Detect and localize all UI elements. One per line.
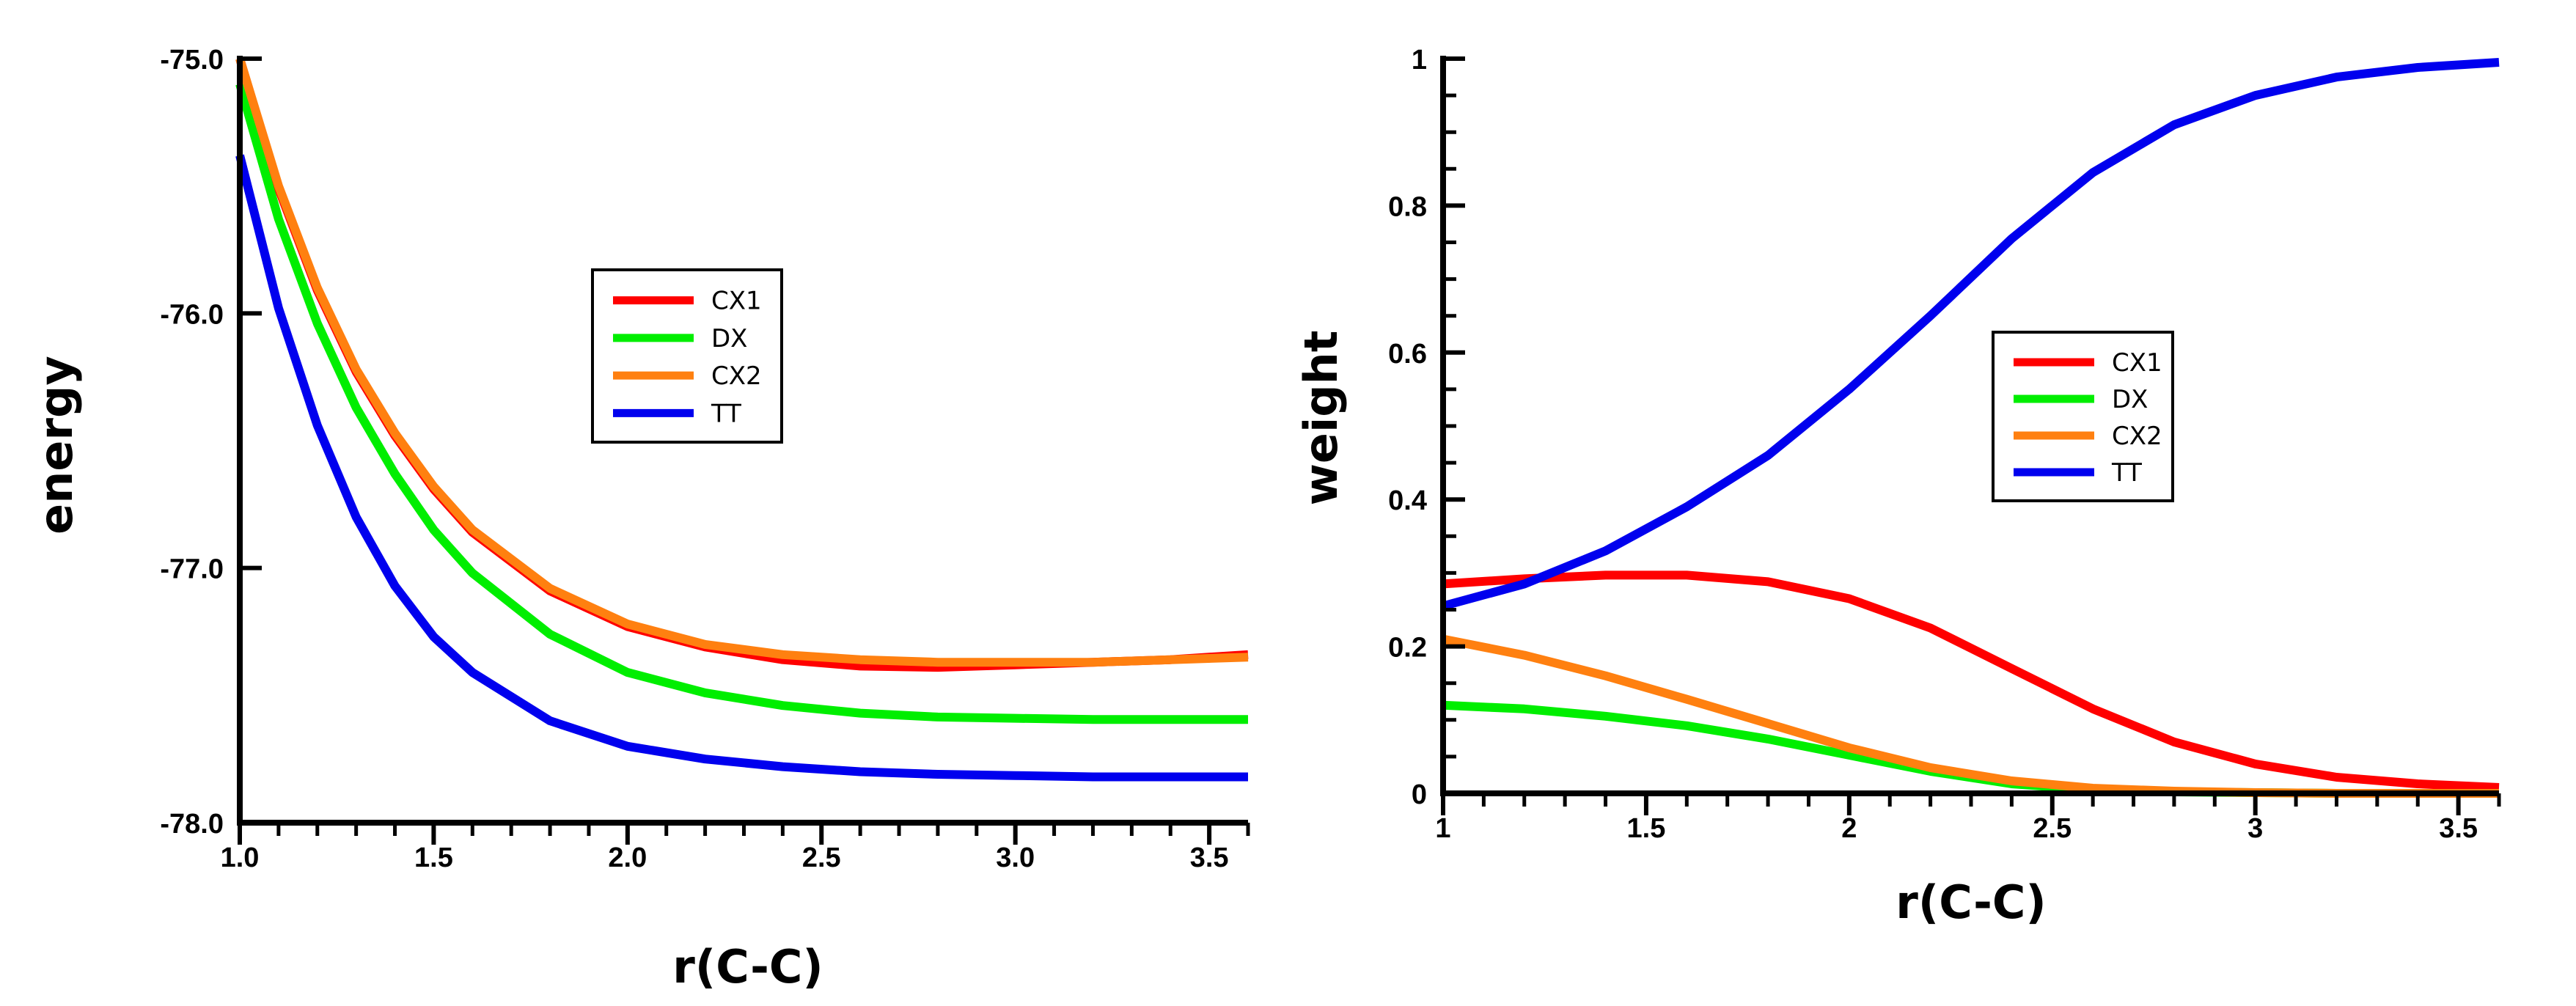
- x-tick-label: 1.5: [1627, 813, 1666, 844]
- y-tick-label: -78.0: [160, 809, 224, 840]
- x-tick-label: 1.5: [414, 842, 453, 873]
- y-tick-label: 0.2: [1388, 633, 1427, 664]
- x-tick-label: 2.0: [608, 842, 647, 873]
- y-axis-title: energy: [29, 356, 83, 535]
- y-tick-label: 0.8: [1388, 191, 1427, 222]
- series-line-tt: [235, 154, 1248, 782]
- y-tick-label: 0: [1412, 779, 1427, 810]
- legend-label-cx1: CX1: [2112, 348, 2162, 378]
- energy-chart: 1.0 1.5 2.0 2.5 3.0 3.5 -75.0 -76.0 -77.0 -78.0 r…: [29, 45, 1250, 994]
- x-tick-label: 3.5: [1190, 842, 1229, 873]
- x-axis-title: r(C-C): [672, 940, 823, 994]
- y-tick-label: -76.0: [160, 299, 224, 330]
- y-tick-label: 1: [1412, 45, 1427, 76]
- y-axis-title: weight: [1294, 331, 1348, 506]
- x-tick-label: 3.0: [996, 842, 1035, 873]
- y-tick-label: -75.0: [160, 45, 224, 76]
- y-tick-label: 0.4: [1388, 485, 1427, 516]
- legend-label-tt: TT: [2111, 458, 2142, 488]
- x-tick-label: 2.5: [802, 842, 841, 873]
- x-tick-label: 2: [1841, 813, 1857, 844]
- x-tick-label: 2.5: [2033, 813, 2072, 844]
- series-line-tt: [1442, 58, 2500, 611]
- x-tick-label: 1: [1435, 813, 1450, 844]
- legend-label-cx1: CX1: [711, 287, 762, 316]
- x-axis-title: r(C-C): [1896, 875, 2046, 929]
- series-line-cx1: [1442, 570, 2500, 792]
- x-tick-label: 3.5: [2439, 813, 2478, 844]
- legend-label-tt: TT: [711, 399, 741, 428]
- series-line-cx2: [235, 57, 1249, 667]
- legend-label-dx: DX: [2112, 385, 2148, 414]
- x-tick-label: 1.0: [221, 842, 260, 873]
- legend-label-cx2: CX2: [711, 361, 762, 391]
- y-tick-label: -77.0: [160, 554, 224, 585]
- weight-chart: 1 1.5 2 2.5 3 3.5 0 0.2 0.4 0.6 0.8 1 r(C-C) weight…: [1294, 45, 2501, 929]
- legend: CX1 DX CX2 TT: [1992, 331, 2174, 502]
- legend-label-cx2: CX2: [2112, 422, 2162, 451]
- series-line-dx: [235, 83, 1248, 724]
- legend: CX1 DX CX2 TT: [591, 268, 783, 444]
- legend-label-dx: DX: [711, 324, 747, 353]
- x-tick-label: 3: [2247, 813, 2263, 844]
- y-tick-label: 0.6: [1388, 339, 1427, 370]
